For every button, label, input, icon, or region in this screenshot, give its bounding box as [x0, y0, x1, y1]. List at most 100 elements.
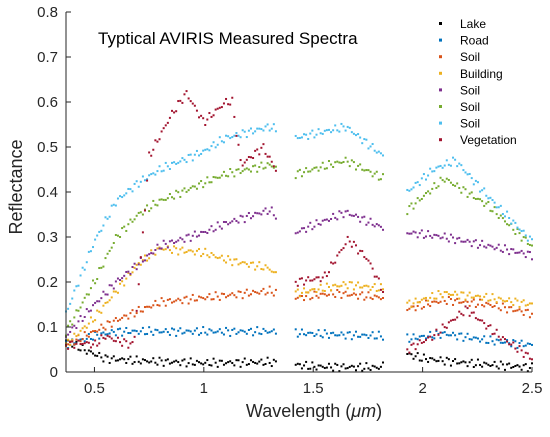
data-point — [408, 189, 411, 192]
data-point — [454, 184, 457, 187]
data-point — [241, 129, 244, 132]
data-point — [422, 353, 425, 356]
data-point — [462, 186, 465, 189]
data-point — [348, 213, 351, 216]
data-point — [270, 206, 273, 209]
data-point — [183, 358, 186, 361]
data-point — [166, 197, 169, 200]
data-point — [406, 333, 409, 336]
legend-label: Soil — [460, 83, 480, 97]
data-point — [272, 166, 275, 169]
data-point — [510, 301, 513, 304]
data-point — [317, 296, 320, 299]
data-point — [198, 361, 201, 364]
data-point — [414, 355, 417, 358]
data-point — [212, 253, 215, 256]
data-point — [431, 187, 434, 190]
data-point — [272, 123, 275, 126]
data-point — [382, 228, 385, 231]
data-point — [359, 286, 362, 289]
data-point — [266, 212, 269, 215]
data-point — [179, 364, 182, 367]
data-point — [418, 339, 421, 342]
data-point — [272, 328, 275, 331]
data-point — [422, 334, 425, 337]
data-point — [495, 301, 498, 304]
data-point — [361, 286, 364, 289]
data-point — [379, 288, 382, 291]
data-point — [441, 236, 444, 239]
data-point — [422, 194, 425, 197]
data-point — [146, 179, 149, 182]
data-point — [420, 298, 423, 301]
data-point — [150, 249, 153, 252]
data-point — [92, 330, 95, 333]
data-point — [497, 335, 500, 338]
data-point — [85, 334, 88, 337]
data-point — [300, 295, 303, 297]
data-point — [315, 294, 318, 297]
data-point — [158, 198, 161, 201]
data-point — [526, 239, 529, 242]
data-point — [73, 332, 76, 335]
data-point — [249, 217, 252, 220]
data-point — [179, 327, 182, 330]
data-point — [247, 129, 250, 132]
data-point — [508, 362, 511, 365]
data-point — [131, 341, 134, 344]
data-point — [216, 257, 219, 260]
data-point — [468, 172, 471, 175]
data-point — [96, 344, 99, 347]
data-point — [476, 303, 479, 306]
data-point — [156, 247, 159, 250]
data-point — [164, 328, 167, 331]
data-point — [365, 257, 368, 260]
data-point — [506, 223, 509, 226]
data-point — [361, 291, 364, 294]
data-point — [264, 329, 267, 332]
data-point — [474, 197, 477, 200]
data-point — [298, 168, 301, 171]
data-point — [235, 359, 238, 362]
data-point — [102, 265, 105, 268]
data-point — [435, 329, 438, 332]
data-point — [256, 291, 259, 294]
data-point — [487, 200, 490, 203]
data-point — [241, 261, 244, 264]
data-point — [414, 181, 417, 184]
data-point — [305, 360, 308, 363]
data-point — [489, 299, 492, 302]
data-point — [526, 342, 529, 345]
data-point — [416, 197, 419, 200]
data-point — [137, 283, 140, 286]
data-point — [193, 299, 196, 302]
data-point — [195, 149, 198, 152]
data-point — [327, 160, 330, 163]
data-point — [412, 305, 415, 308]
data-point — [156, 363, 159, 366]
data-point — [133, 262, 136, 265]
data-point — [131, 362, 134, 365]
data-point — [148, 210, 151, 213]
data-point — [425, 296, 427, 299]
data-point — [437, 290, 440, 293]
data-point — [233, 134, 236, 137]
data-point — [317, 288, 320, 291]
data-point — [309, 221, 312, 224]
data-point — [252, 157, 255, 160]
data-point — [377, 289, 380, 292]
data-point — [350, 159, 353, 162]
data-point — [416, 352, 419, 355]
data-point — [516, 350, 519, 353]
data-point — [148, 174, 151, 177]
y-tick-label: 0.2 — [37, 274, 58, 291]
data-point — [524, 304, 527, 307]
data-point — [233, 258, 236, 261]
data-point — [168, 333, 171, 336]
data-point — [433, 233, 436, 236]
data-point — [371, 364, 374, 367]
data-point — [135, 180, 138, 183]
data-point — [311, 228, 314, 231]
data-point — [177, 191, 180, 194]
data-point — [420, 229, 423, 232]
